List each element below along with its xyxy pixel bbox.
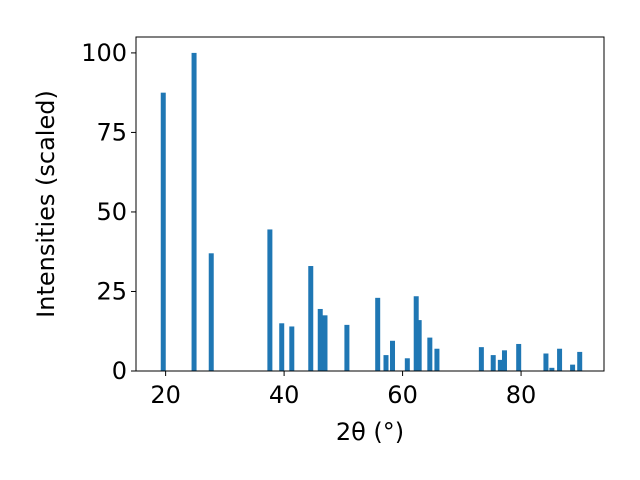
x-axis-label: 2θ (°): [336, 418, 404, 446]
bar: [208, 253, 214, 371]
y-axis-label: Intensities (scaled): [32, 90, 60, 318]
bar: [478, 347, 484, 371]
y-tick-label: 50: [96, 198, 127, 226]
y-tick-label: 75: [96, 118, 127, 146]
x-tick-label: 20: [150, 381, 181, 409]
x-tick-label: 40: [269, 381, 300, 409]
y-tick-label: 0: [112, 357, 127, 385]
bar: [497, 359, 503, 371]
x-tick-label: 60: [387, 381, 418, 409]
y-ticks: 0 25 50 75 100: [81, 39, 136, 385]
plot-frame: [135, 36, 605, 372]
x-ticks: 20 40 60 80: [150, 371, 536, 409]
bar: [501, 350, 507, 371]
bar: [516, 343, 522, 371]
bar: [427, 337, 433, 371]
bar: [279, 323, 285, 371]
bar: [383, 355, 389, 371]
bar: [191, 52, 197, 372]
bar: [160, 92, 166, 372]
y-tick-label: 100: [81, 39, 127, 67]
bar: [570, 364, 576, 371]
bar: [577, 351, 583, 371]
x-tick-label: 80: [506, 381, 537, 409]
bar: [413, 296, 419, 371]
bar: [289, 326, 295, 371]
bar: [416, 320, 422, 371]
bar: [375, 297, 381, 371]
bar: [322, 315, 328, 371]
bar: [490, 355, 496, 371]
bar: [404, 358, 410, 371]
bar: [344, 324, 350, 371]
bar: [543, 353, 549, 371]
bar: [317, 308, 323, 371]
bar: [267, 229, 273, 371]
bar: [390, 340, 396, 371]
y-tick-label: 25: [96, 277, 127, 305]
bar: [557, 348, 563, 371]
bars-group: [160, 52, 583, 372]
bar: [308, 266, 314, 371]
bar: [549, 367, 555, 371]
bar: [434, 348, 440, 371]
